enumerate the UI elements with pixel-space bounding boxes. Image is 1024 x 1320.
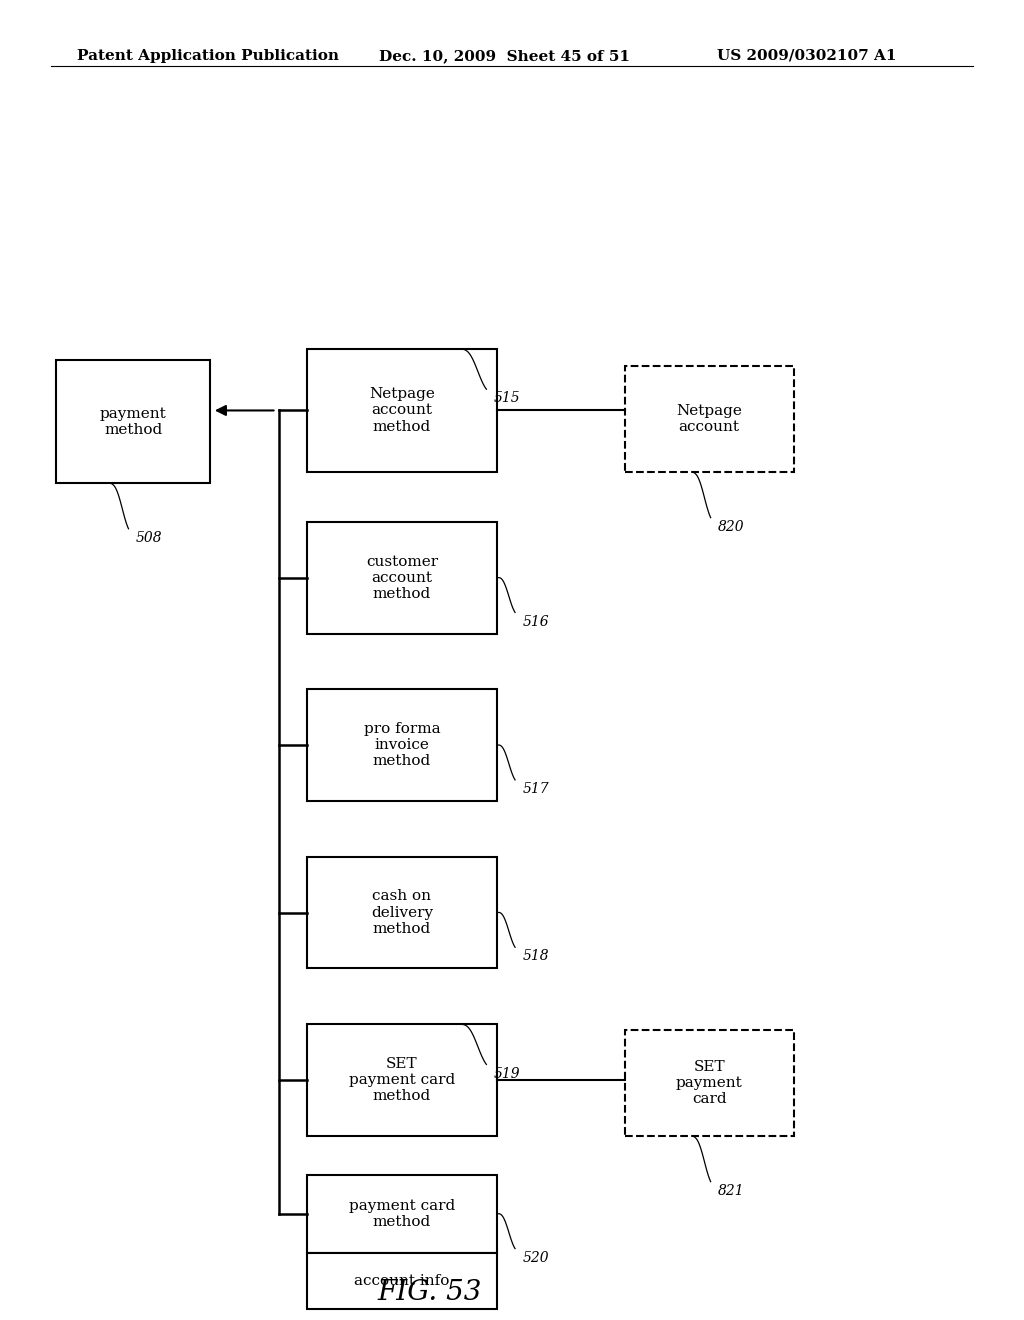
Text: 820: 820	[718, 520, 744, 533]
Bar	[307, 348, 497, 471]
Text: SET
payment card
method: SET payment card method	[349, 1057, 455, 1104]
Bar	[625, 1030, 794, 1135]
Text: customer
account
method: customer account method	[366, 554, 438, 601]
Text: 516: 516	[522, 615, 549, 628]
Text: 518: 518	[522, 949, 549, 964]
Text: 515: 515	[494, 392, 520, 405]
Text: Netpage
account: Netpage account	[676, 404, 742, 434]
Text: Netpage
account
method: Netpage account method	[369, 387, 435, 434]
Text: FIG. 53: FIG. 53	[378, 1279, 482, 1305]
Bar	[307, 857, 497, 969]
Text: SET
payment
card: SET payment card	[676, 1060, 742, 1106]
Bar	[307, 1024, 497, 1135]
Text: Patent Application Publication: Patent Application Publication	[77, 49, 339, 63]
Text: US 2009/0302107 A1: US 2009/0302107 A1	[717, 49, 896, 63]
Text: 508: 508	[135, 531, 163, 545]
Text: account info: account info	[354, 1274, 450, 1288]
Text: payment card
method: payment card method	[349, 1199, 455, 1229]
Bar	[307, 1253, 497, 1309]
Bar	[56, 360, 210, 483]
Bar	[307, 523, 497, 634]
Text: 517: 517	[522, 781, 549, 796]
Text: 519: 519	[494, 1067, 520, 1081]
Bar	[307, 1175, 497, 1253]
Bar	[307, 689, 497, 801]
Text: Dec. 10, 2009  Sheet 45 of 51: Dec. 10, 2009 Sheet 45 of 51	[379, 49, 630, 63]
Text: cash on
delivery
method: cash on delivery method	[371, 890, 433, 936]
Text: payment
method: payment method	[99, 407, 167, 437]
Bar	[625, 366, 794, 471]
Text: pro forma
invoice
method: pro forma invoice method	[364, 722, 440, 768]
Text: 520: 520	[522, 1251, 549, 1265]
Text: 821: 821	[718, 1184, 744, 1197]
